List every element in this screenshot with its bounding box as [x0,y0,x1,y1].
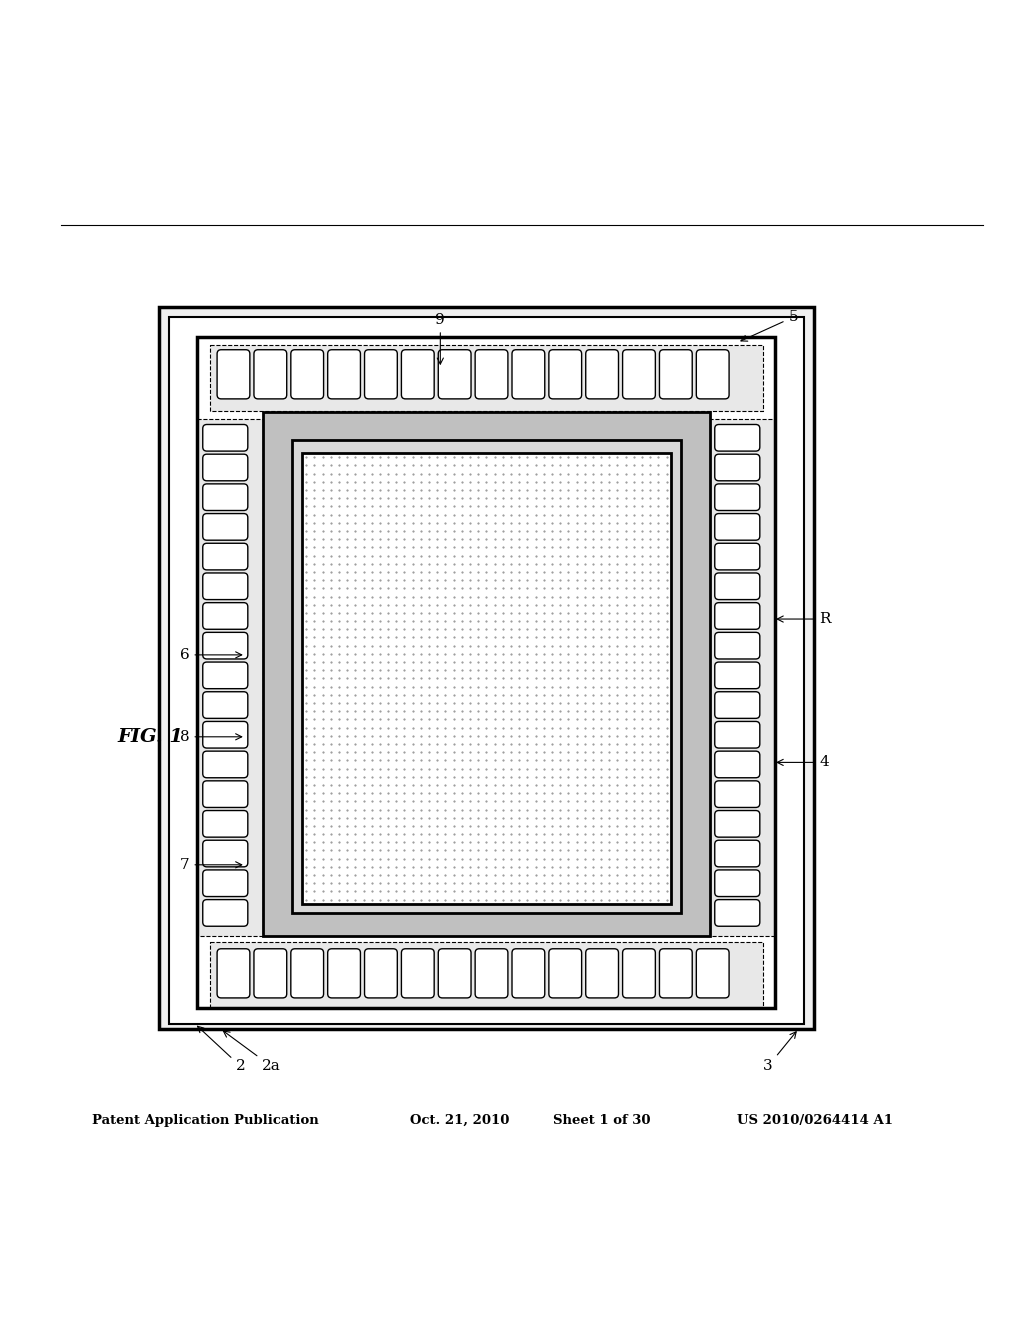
FancyBboxPatch shape [715,751,760,777]
FancyBboxPatch shape [203,454,248,480]
Bar [709,420,775,936]
FancyBboxPatch shape [512,350,545,399]
FancyBboxPatch shape [715,663,760,689]
FancyBboxPatch shape [659,350,692,399]
Text: 2a: 2a [223,1031,281,1073]
Text: 3: 3 [763,1032,797,1073]
FancyBboxPatch shape [203,425,248,451]
FancyBboxPatch shape [512,949,545,998]
FancyBboxPatch shape [254,949,287,998]
Bar [197,420,263,936]
FancyBboxPatch shape [203,781,248,808]
Bar [210,345,763,411]
FancyBboxPatch shape [696,350,729,399]
Text: 6: 6 [179,648,242,661]
FancyBboxPatch shape [715,810,760,837]
FancyBboxPatch shape [203,841,248,867]
FancyBboxPatch shape [549,350,582,399]
Text: 5: 5 [741,310,798,341]
FancyBboxPatch shape [586,949,618,998]
FancyBboxPatch shape [217,350,250,399]
FancyBboxPatch shape [365,350,397,399]
FancyBboxPatch shape [715,692,760,718]
Bar [302,453,671,904]
Bar [302,453,671,904]
FancyBboxPatch shape [401,949,434,998]
FancyBboxPatch shape [696,949,729,998]
Text: 4: 4 [777,755,829,770]
FancyBboxPatch shape [203,692,248,718]
Text: R: R [777,612,830,626]
Bar [292,440,681,913]
FancyBboxPatch shape [438,949,471,998]
FancyBboxPatch shape [203,663,248,689]
FancyBboxPatch shape [203,810,248,837]
FancyBboxPatch shape [623,949,655,998]
FancyBboxPatch shape [715,484,760,511]
FancyBboxPatch shape [328,350,360,399]
FancyBboxPatch shape [203,513,248,540]
Text: US 2010/0264414 A1: US 2010/0264414 A1 [737,1114,893,1127]
Text: Patent Application Publication: Patent Application Publication [92,1114,318,1127]
FancyBboxPatch shape [715,632,760,659]
FancyBboxPatch shape [715,603,760,630]
FancyBboxPatch shape [291,949,324,998]
FancyBboxPatch shape [623,350,655,399]
FancyBboxPatch shape [203,544,248,570]
FancyBboxPatch shape [438,350,471,399]
FancyBboxPatch shape [365,949,397,998]
FancyBboxPatch shape [328,949,360,998]
FancyBboxPatch shape [715,573,760,599]
FancyBboxPatch shape [203,573,248,599]
FancyBboxPatch shape [203,632,248,659]
Bar [159,306,814,1028]
FancyBboxPatch shape [659,949,692,998]
FancyBboxPatch shape [203,484,248,511]
FancyBboxPatch shape [203,722,248,748]
FancyBboxPatch shape [715,841,760,867]
FancyBboxPatch shape [291,350,324,399]
FancyBboxPatch shape [203,900,248,927]
FancyBboxPatch shape [401,350,434,399]
Text: 7: 7 [180,858,242,871]
FancyBboxPatch shape [203,870,248,896]
Text: Oct. 21, 2010: Oct. 21, 2010 [410,1114,509,1127]
FancyBboxPatch shape [715,544,760,570]
FancyBboxPatch shape [217,949,250,998]
FancyBboxPatch shape [715,722,760,748]
Bar [210,941,763,1008]
FancyBboxPatch shape [715,425,760,451]
FancyBboxPatch shape [475,949,508,998]
Bar [197,338,775,1008]
Bar [263,412,710,936]
Text: 2: 2 [198,1026,246,1073]
FancyBboxPatch shape [203,751,248,777]
FancyBboxPatch shape [715,781,760,808]
FancyBboxPatch shape [715,900,760,927]
FancyBboxPatch shape [715,513,760,540]
FancyBboxPatch shape [715,454,760,480]
FancyBboxPatch shape [203,603,248,630]
Text: 9: 9 [435,313,445,364]
Text: 8: 8 [180,730,242,743]
Bar [169,317,804,1023]
Text: FIG. 1: FIG. 1 [118,727,183,746]
FancyBboxPatch shape [549,949,582,998]
FancyBboxPatch shape [254,350,287,399]
Text: Sheet 1 of 30: Sheet 1 of 30 [553,1114,650,1127]
FancyBboxPatch shape [586,350,618,399]
FancyBboxPatch shape [715,870,760,896]
FancyBboxPatch shape [475,350,508,399]
